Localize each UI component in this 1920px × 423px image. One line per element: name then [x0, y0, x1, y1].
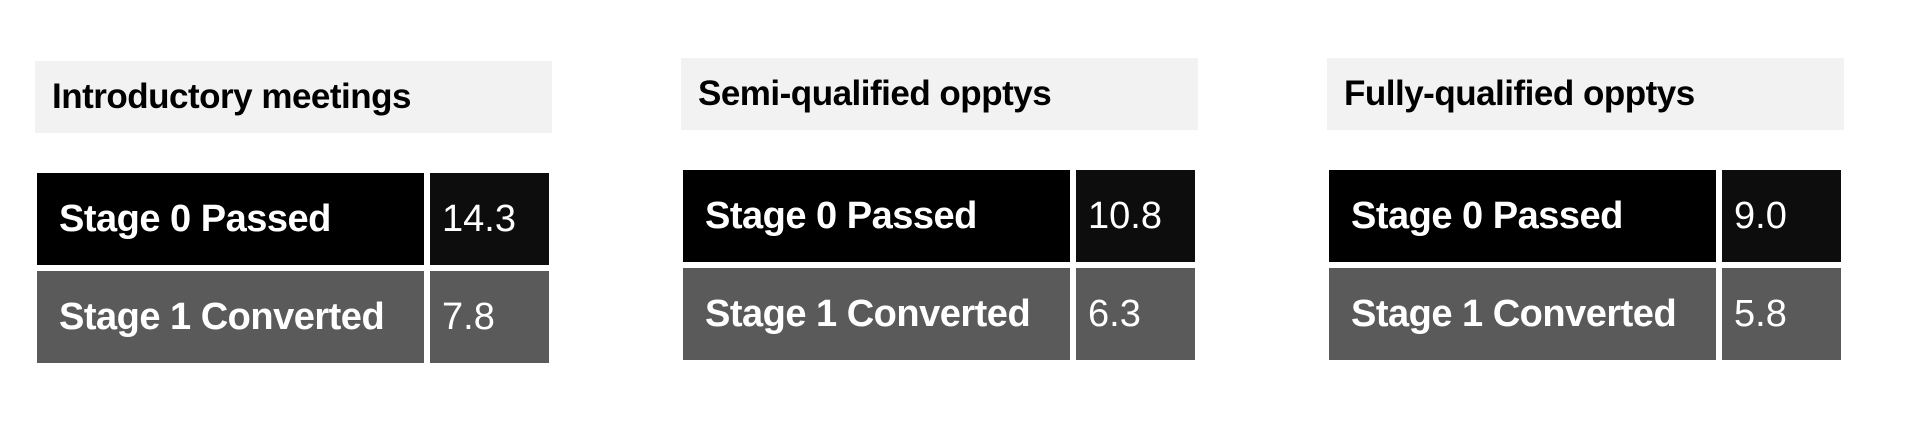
row-label: Stage 0 Passed — [683, 170, 1070, 262]
row-label: Stage 0 Passed — [37, 173, 424, 265]
row-label: Stage 0 Passed — [1329, 170, 1716, 262]
table-row-stage-1: Stage 1 Converted 6.3 — [683, 268, 1195, 360]
table-row-stage-1: Stage 1 Converted 7.8 — [37, 271, 549, 363]
panel-introductory-meetings: Introductory meetings Stage 0 Passed 14.… — [35, 61, 552, 363]
row-value: 6.3 — [1076, 268, 1195, 360]
row-label: Stage 1 Converted — [37, 271, 424, 363]
panel-semi-qualified-opptys: Semi-qualified opptys Stage 0 Passed 10.… — [681, 58, 1198, 360]
table-row-stage-0: Stage 0 Passed 9.0 — [1329, 170, 1841, 262]
row-value: 10.8 — [1076, 170, 1195, 262]
row-label: Stage 1 Converted — [683, 268, 1070, 360]
table-row-stage-0: Stage 0 Passed 10.8 — [683, 170, 1195, 262]
table-row-stage-0: Stage 0 Passed 14.3 — [37, 173, 549, 265]
panel-title: Semi-qualified opptys — [681, 58, 1198, 130]
row-value: 5.8 — [1722, 268, 1841, 360]
row-value: 14.3 — [430, 173, 549, 265]
table-row-stage-1: Stage 1 Converted 5.8 — [1329, 268, 1841, 360]
panel-title: Introductory meetings — [35, 61, 552, 133]
row-value: 7.8 — [430, 271, 549, 363]
row-label: Stage 1 Converted — [1329, 268, 1716, 360]
panel-title: Fully-qualified opptys — [1327, 58, 1844, 130]
row-value: 9.0 — [1722, 170, 1841, 262]
panel-fully-qualified-opptys: Fully-qualified opptys Stage 0 Passed 9.… — [1327, 58, 1844, 360]
